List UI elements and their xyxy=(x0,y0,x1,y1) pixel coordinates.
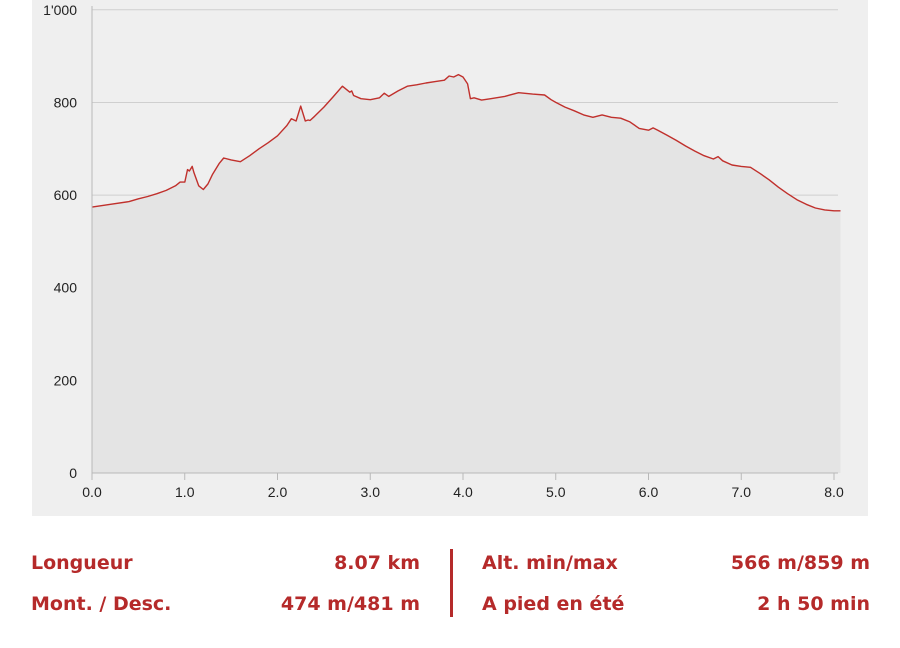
x-axis-ticks: 0.0 1.0 2.0 3.0 4.0 5.0 6.0 7.0 8.0 xyxy=(82,473,844,500)
elevation-area-fill xyxy=(92,74,841,473)
y-tick-label-1000: 1'000 xyxy=(43,2,77,18)
axis-layer xyxy=(91,6,838,474)
x-tick-label-0: 0.0 xyxy=(82,484,102,500)
y-tick-label-200: 200 xyxy=(54,372,78,388)
x-tick-label-3: 3.0 xyxy=(361,484,381,500)
x-tick-label-2: 2.0 xyxy=(268,484,288,500)
elevation-line xyxy=(91,73,841,212)
x-tick-label-6: 6.0 xyxy=(639,484,659,500)
altitude-min-max-value: 566 m/859 m xyxy=(730,552,870,574)
y-axis-ticks: 0 200 400 600 800 1'000 xyxy=(43,2,77,481)
y-tick-label-0: 0 xyxy=(69,465,77,481)
x-tick-label-7: 7.0 xyxy=(732,484,752,500)
ascent-descent-label: Mont. / Desc. xyxy=(31,593,172,615)
x-tick-label-8: 8.0 xyxy=(824,484,844,500)
route-stats: Longueur 8.07 km Mont. / Desc. 474 m/481… xyxy=(0,540,900,630)
y-tick-label-400: 400 xyxy=(54,280,78,296)
walking-time-label: A pied en été xyxy=(482,593,625,615)
ascent-descent-value: 474 m/481 m xyxy=(280,593,420,615)
elevation-profile-chart: 0 200 400 600 800 1'000 0.0 1.0 2.0 3.0 4.0 5.0 6.0… xyxy=(43,2,844,500)
y-tick-label-800: 800 xyxy=(54,94,78,110)
y-tick-label-600: 600 xyxy=(54,187,78,203)
walking-time-value: 2 h 50 min xyxy=(757,593,870,615)
x-tick-label-5: 5.0 xyxy=(546,484,566,500)
x-tick-label-4: 4.0 xyxy=(453,484,473,500)
length-value: 8.07 km xyxy=(334,552,420,574)
x-tick-label-1: 1.0 xyxy=(175,484,195,500)
stats-divider xyxy=(450,549,453,617)
length-label: Longueur xyxy=(31,552,133,574)
altitude-min-max-label: Alt. min/max xyxy=(482,552,618,574)
